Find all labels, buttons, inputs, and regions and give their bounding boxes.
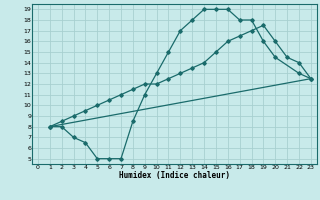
X-axis label: Humidex (Indice chaleur): Humidex (Indice chaleur): [119, 171, 230, 180]
